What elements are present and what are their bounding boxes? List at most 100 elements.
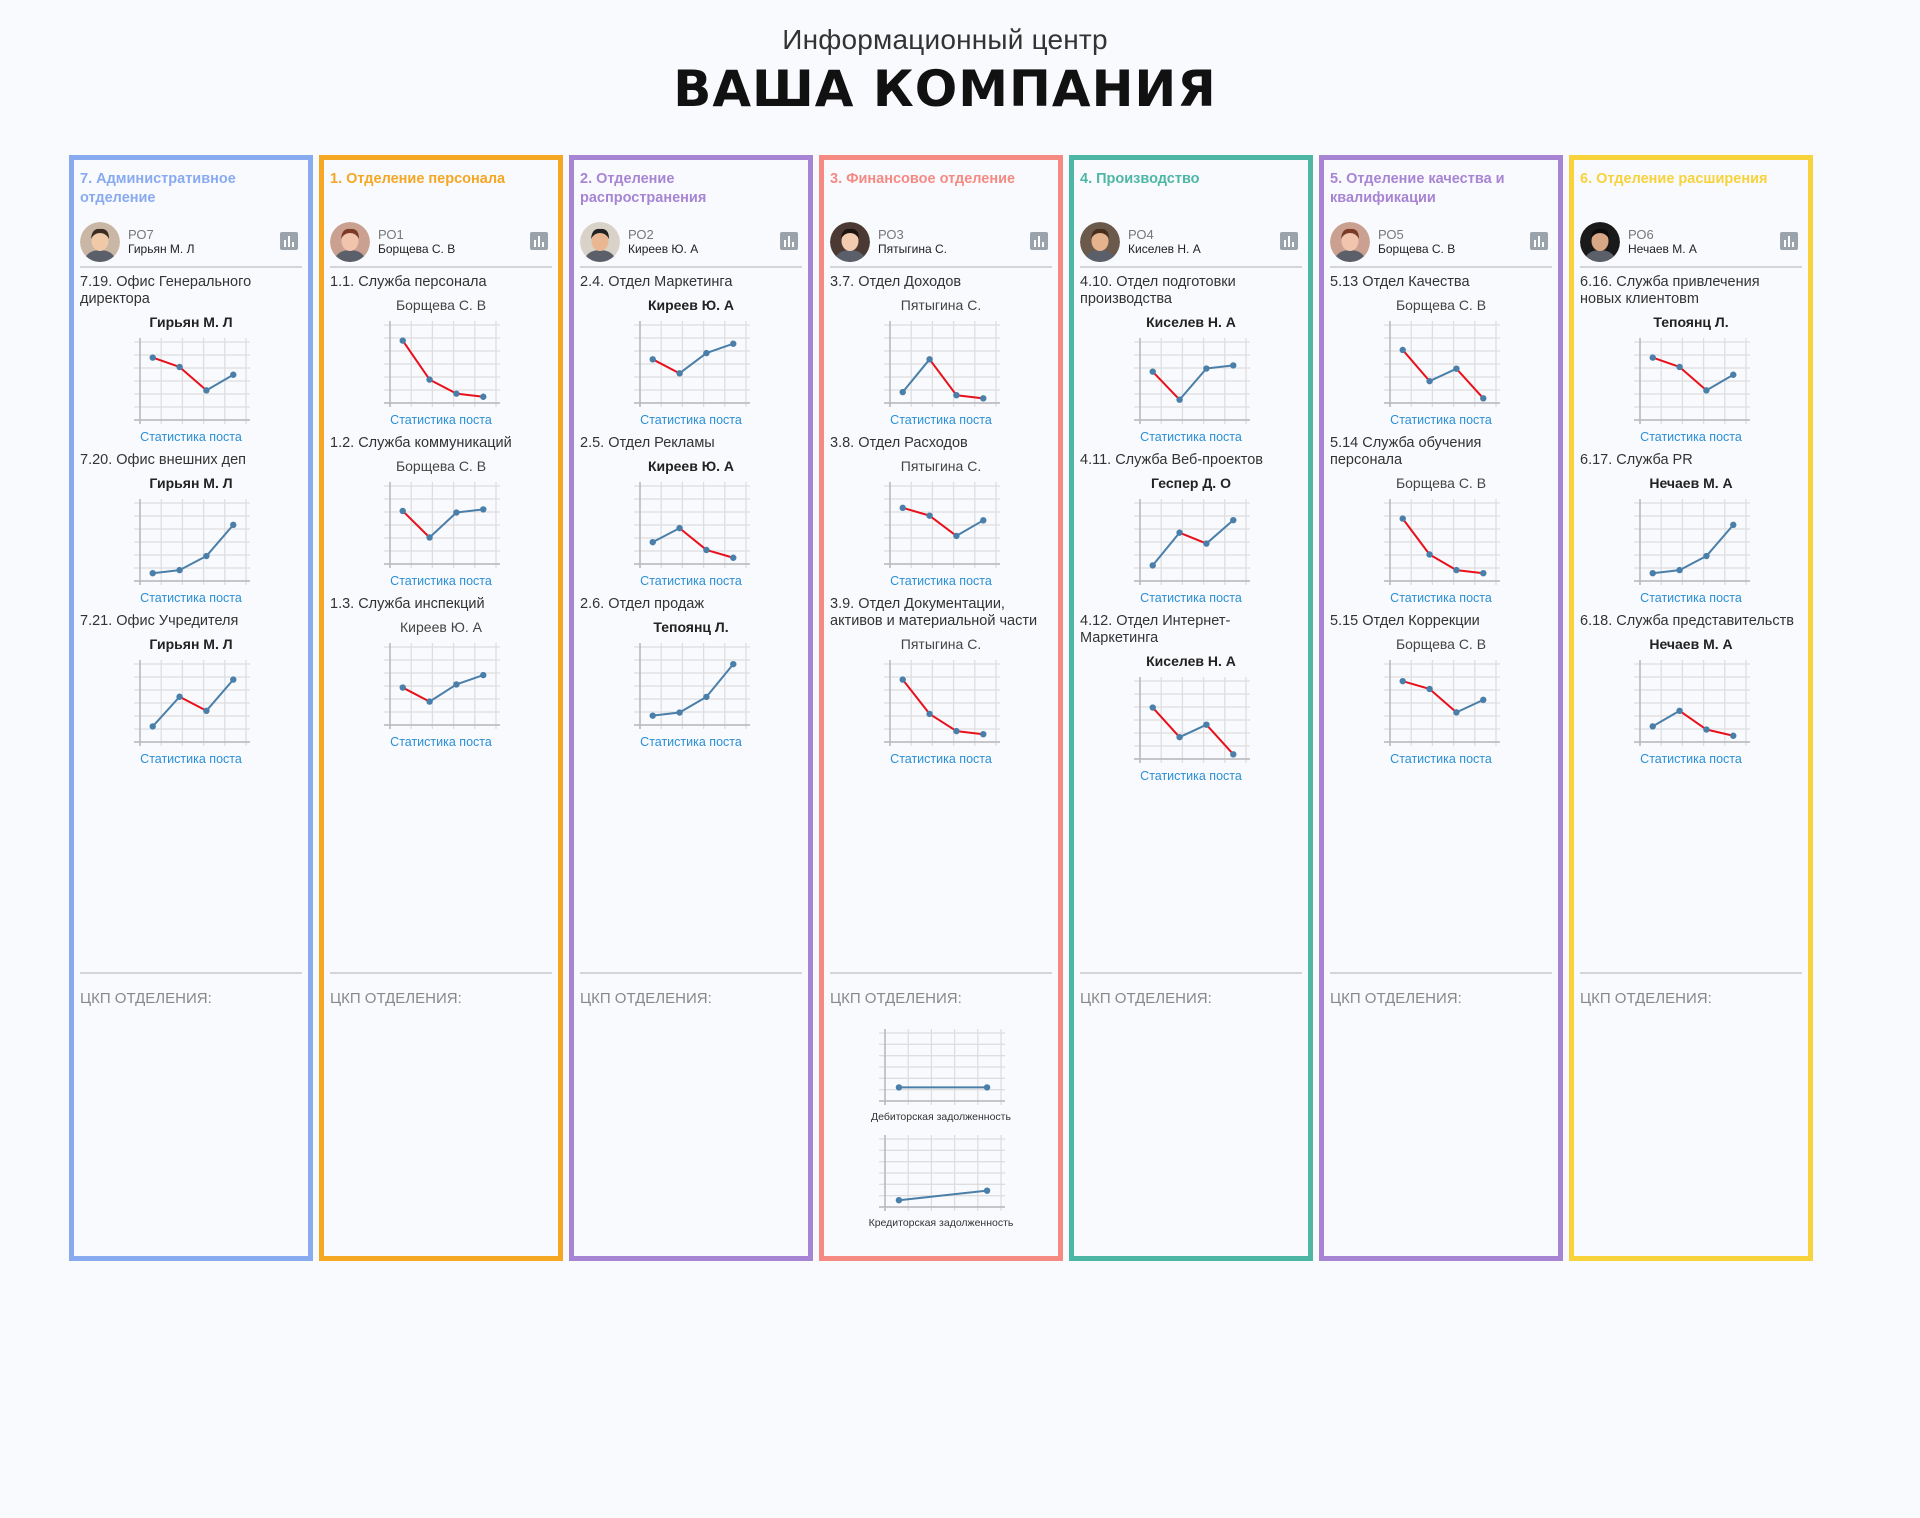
department-title[interactable]: 2. Отделение распространения <box>580 171 707 206</box>
department-title[interactable]: 5. Отделение качества и квалификации <box>1330 171 1505 206</box>
post-statistics-link[interactable]: Статистика поста <box>390 735 492 749</box>
post-holder: Борщева С. В <box>395 458 487 474</box>
post-title[interactable]: 6.16. Служба привлечения новых клиентовm <box>1580 274 1760 307</box>
post-title[interactable]: 5.13 Отдел Качества <box>1330 274 1470 290</box>
chart-segment <box>1456 569 1484 575</box>
post-stat-chart <box>884 660 1000 746</box>
department-title[interactable]: 4. Производство <box>1080 171 1200 187</box>
department-title[interactable]: 6. Отделение расширения <box>1580 171 1768 187</box>
chart-segment <box>151 696 181 728</box>
bar-chart-icon[interactable] <box>280 232 298 250</box>
post-statistics-link[interactable]: Статистика поста <box>390 413 492 427</box>
post-title[interactable]: 4.12. Отдел Интернет-Маркетинга <box>1080 613 1231 646</box>
department-title[interactable]: 1. Отделение персонала <box>330 171 506 187</box>
post-holder: Киселев Н. А <box>1146 314 1236 330</box>
post-statistics-link[interactable]: Статистика поста <box>1390 413 1492 427</box>
post-statistics-link[interactable]: Статистика поста <box>640 413 742 427</box>
bar-chart-icon[interactable] <box>1530 232 1548 250</box>
avatar <box>330 222 370 262</box>
chart-point <box>1649 354 1656 361</box>
department-title[interactable]: 7. Административное отделение <box>80 171 236 206</box>
post-statistics-link[interactable]: Статистика поста <box>1390 591 1492 605</box>
avatar <box>80 222 120 262</box>
department-title[interactable]: 3. Финансовое отделение <box>830 171 1016 187</box>
chart-point <box>953 392 960 399</box>
post-title[interactable]: 2.6. Отдел продаж <box>580 596 705 612</box>
chart-point <box>649 712 656 719</box>
post-statistics-link[interactable]: Статистика поста <box>140 591 242 605</box>
post-stat-chart <box>884 482 1000 568</box>
bar-chart-icon[interactable] <box>780 232 798 250</box>
chart-point <box>426 376 433 383</box>
chart-segment <box>402 510 431 539</box>
chart-point <box>1203 540 1210 547</box>
post-statistics-link[interactable]: Статистика поста <box>140 430 242 444</box>
post-title[interactable]: 1.3. Служба инспекций <box>330 596 485 612</box>
post-title[interactable]: 6.18. Служба представительств <box>1580 613 1794 629</box>
post-title[interactable]: 1.2. Служба коммуникаций <box>330 435 512 451</box>
post-title[interactable]: 5.14 Служба обучения персонала <box>1330 435 1482 468</box>
chart-segment <box>1151 370 1181 401</box>
post-statistics-link[interactable]: Статистика поста <box>140 752 242 766</box>
post-statistics-link[interactable]: Статистика поста <box>1140 769 1242 783</box>
department-head-name: Гирьян М. Л <box>128 242 195 256</box>
chart-segment <box>929 713 957 732</box>
post-title[interactable]: 3.7. Отдел Доходов <box>830 274 962 290</box>
post-stat-chart <box>134 338 250 424</box>
post-title[interactable]: 1.1. Служба персонала <box>330 274 487 290</box>
post-statistics-link[interactable]: Статистика поста <box>1390 752 1492 766</box>
department-product-section: ЦКП ОТДЕЛЕНИЯ: Дебиторская задолженность К… <box>830 972 1052 1237</box>
chart-point <box>230 676 237 683</box>
departments-board: 7. Административное отделение РО7 Гирьян М… <box>69 155 1813 1261</box>
chart-segment <box>1705 373 1734 392</box>
bar-chart-icon[interactable] <box>1030 232 1048 250</box>
post-statistics-link[interactable]: Статистика поста <box>1640 752 1742 766</box>
chart-segment <box>429 683 457 703</box>
post-statistics-link[interactable]: Статистика поста <box>890 752 992 766</box>
post-statistics-link[interactable]: Статистика поста <box>640 735 742 749</box>
post-title[interactable]: 7.19. Офис Генерального директора <box>80 274 252 307</box>
chart-segment <box>1652 709 1681 728</box>
chart-point <box>926 356 933 363</box>
bar-chart-icon[interactable] <box>1280 232 1298 250</box>
post-title[interactable]: 3.9. Отдел Документации, активов и матер… <box>830 596 1038 629</box>
post-title[interactable]: 5.15 Отдел Коррекции <box>1330 613 1480 629</box>
post-title[interactable]: 4.10. Отдел подготовки производства <box>1080 274 1236 307</box>
post-title[interactable]: 7.20. Офис внешних деп <box>80 452 247 468</box>
department-head-info: РО7 Гирьян М. Л <box>128 227 194 257</box>
post-statistics-link[interactable]: Статистика поста <box>1140 430 1242 444</box>
chart-point <box>1149 704 1156 711</box>
post-stat-chart <box>634 482 750 568</box>
avatar <box>1580 222 1620 262</box>
post-holder: Борщева С. В <box>1395 636 1487 652</box>
chart-point <box>426 534 433 541</box>
bar-chart-icon[interactable] <box>1780 232 1798 250</box>
post-item: 5.14 Служба обучения персонала Борщева С.… <box>1330 435 1552 605</box>
post-statistics-link[interactable]: Статистика поста <box>390 574 492 588</box>
chart-segment <box>1402 680 1430 690</box>
post-statistics-link[interactable]: Статистика поста <box>890 413 992 427</box>
post-statistics-link[interactable]: Статистика поста <box>1140 591 1242 605</box>
post-item: 7.20. Офис внешних деп Гирьян М. Л Статист… <box>80 452 302 605</box>
post-stat-chart <box>384 321 500 407</box>
post-stat-chart <box>634 321 750 407</box>
post-statistics-link[interactable]: Статистика поста <box>1640 430 1742 444</box>
chart-point <box>1480 570 1487 577</box>
post-item: 5.13 Отдел Качества Борщева С. В Статистик… <box>1330 274 1552 427</box>
post-title[interactable]: 2.5. Отдел Рекламы <box>580 435 715 451</box>
post-title[interactable]: 7.21. Офис Учредителя <box>80 613 239 629</box>
chart-segment <box>205 524 235 557</box>
chart-point <box>453 681 460 688</box>
post-statistics-link[interactable]: Статистика поста <box>640 574 742 588</box>
chart-segment <box>652 711 680 717</box>
post-title[interactable]: 6.17. Служба PR <box>1580 452 1693 468</box>
chart-point <box>203 387 210 394</box>
post-statistics-link[interactable]: Статистика поста <box>890 574 992 588</box>
department-product-label: ЦКП ОТДЕЛЕНИЯ: <box>580 990 712 1007</box>
chart-segment <box>456 674 484 686</box>
post-title[interactable]: 3.8. Отдел Расходов <box>830 435 968 451</box>
post-title[interactable]: 2.4. Отдел Маркетинга <box>580 274 733 290</box>
post-statistics-link[interactable]: Статистика поста <box>1640 591 1742 605</box>
bar-chart-icon[interactable] <box>530 232 548 250</box>
post-title[interactable]: 4.11. Служба Веб-проектов <box>1080 452 1263 468</box>
